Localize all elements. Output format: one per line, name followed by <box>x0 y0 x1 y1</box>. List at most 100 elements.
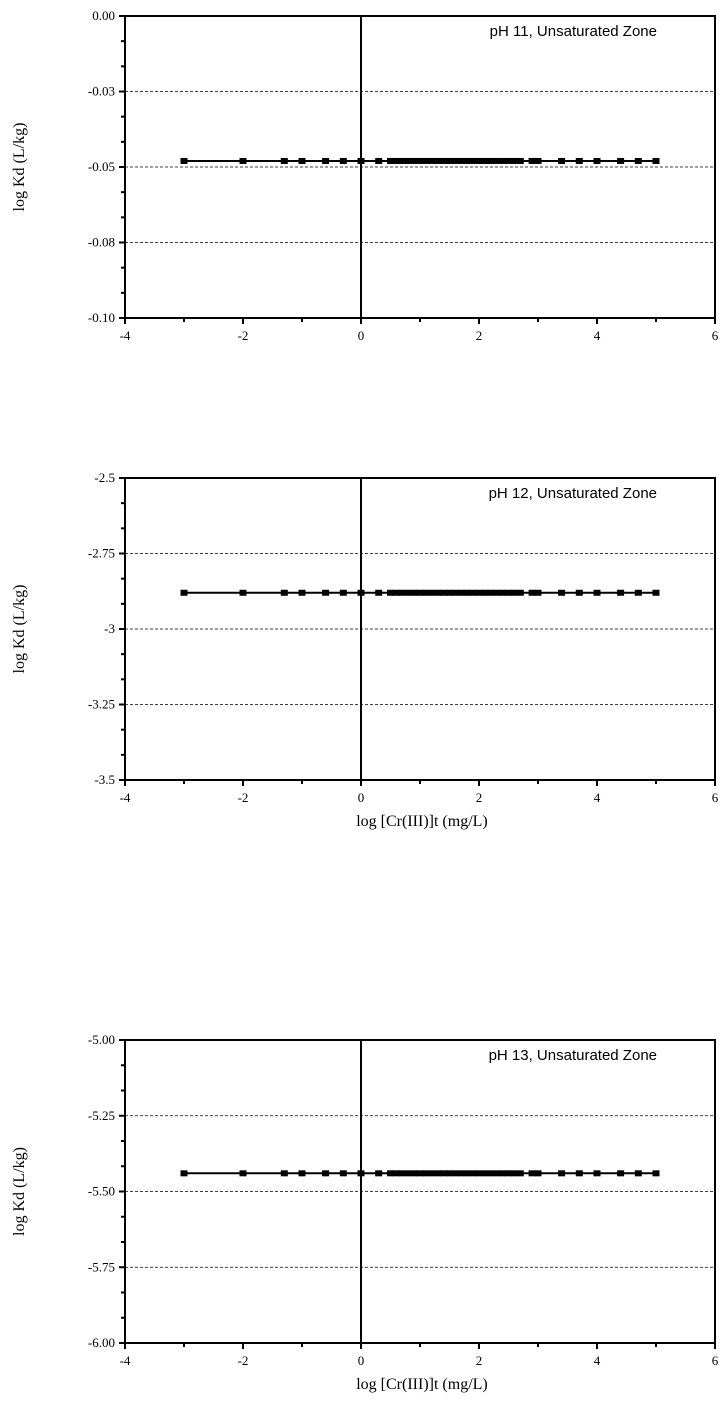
chart-annotation: pH 12, Unsaturated Zone <box>489 485 657 502</box>
chart-ph13: -5.00 -5.25 -5.50 -5.75 -6.00 -4 -2 0 2 4 6 log Kd … <box>11 1032 719 1393</box>
y-tick-label: -5.25 <box>88 1108 115 1123</box>
data-point <box>440 589 448 596</box>
chart-ph12: -2.5 -2.75 -3 -3.25 -3.5 -4 -2 0 2 4 6 log Kd (L/kg… <box>11 470 719 830</box>
x-tick-label: 4 <box>594 328 601 343</box>
x-tick-label: -4 <box>120 790 131 805</box>
data-point <box>652 589 660 596</box>
data-point <box>534 589 542 596</box>
data-point <box>398 1170 406 1177</box>
data-point <box>446 157 453 164</box>
data-point <box>634 1170 642 1177</box>
x-tick-label: 2 <box>476 328 483 343</box>
data-point <box>428 589 436 596</box>
data-point <box>392 1170 400 1177</box>
data-point <box>463 157 471 164</box>
data-point <box>280 1170 288 1177</box>
chart-ph11: 0.00 -0.03 -0.05 -0.08 -0.10 -4 -2 0 2 4 6 log Kd (… <box>11 8 719 343</box>
data-point <box>392 157 400 164</box>
data-point <box>634 589 642 596</box>
x-tick-label: 0 <box>358 328 365 343</box>
x-tick-label: -4 <box>120 328 131 343</box>
data-point <box>575 589 583 596</box>
data-point <box>180 1170 188 1177</box>
x-tick-label: 4 <box>594 1353 601 1368</box>
y-axis-label: log Kd (L/kg) <box>11 1147 28 1236</box>
data-point <box>434 157 442 164</box>
y-tick-label: -0.08 <box>88 235 115 250</box>
y-tick-label: -0.03 <box>88 84 115 99</box>
data-point <box>457 589 465 596</box>
data-point <box>510 157 518 164</box>
data-point <box>516 1170 524 1177</box>
data-point <box>558 157 566 164</box>
data-point <box>387 1170 394 1177</box>
data-point <box>451 589 459 596</box>
data-point <box>392 589 400 596</box>
data-point <box>475 1170 483 1177</box>
data-point <box>487 589 495 596</box>
data-point <box>440 1170 448 1177</box>
data-point <box>339 589 347 596</box>
y-tick-label: -0.10 <box>88 310 115 325</box>
data-point <box>510 589 518 596</box>
x-tick-label: 0 <box>358 790 365 805</box>
data-point <box>357 589 365 596</box>
data-point <box>375 1170 383 1177</box>
data-point <box>516 157 524 164</box>
data-point <box>404 157 412 164</box>
data-point <box>499 1170 507 1177</box>
data-point <box>481 1170 489 1177</box>
data-point <box>451 157 459 164</box>
data-point <box>398 157 406 164</box>
data-point <box>357 1170 365 1177</box>
data-point <box>463 589 471 596</box>
data-point <box>428 157 436 164</box>
data-point <box>505 589 512 596</box>
x-tick-label: 6 <box>712 790 719 805</box>
data-point <box>428 1170 436 1177</box>
data-point <box>558 1170 566 1177</box>
data-point <box>410 157 418 164</box>
data-point <box>469 589 477 596</box>
x-tick-label: -2 <box>238 790 249 805</box>
data-point <box>528 589 536 596</box>
data-point <box>617 157 625 164</box>
data-point <box>434 1170 442 1177</box>
data-point <box>475 157 483 164</box>
y-tick-label: -5.75 <box>88 1259 115 1274</box>
data-point <box>280 157 288 164</box>
data-point <box>180 157 188 164</box>
data-point <box>516 589 524 596</box>
data-point <box>499 157 507 164</box>
data-point <box>487 157 495 164</box>
data-point <box>505 157 512 164</box>
data-point <box>404 1170 412 1177</box>
data-point <box>416 1170 424 1177</box>
x-tick-label: 2 <box>476 1353 483 1368</box>
y-tick-label: -5.50 <box>88 1184 115 1199</box>
data-point <box>434 589 442 596</box>
data-point <box>457 1170 465 1177</box>
x-tick-label: 6 <box>712 328 719 343</box>
data-point <box>339 157 347 164</box>
data-point <box>634 157 642 164</box>
y-tick-label: -3 <box>104 621 115 636</box>
data-point <box>475 589 483 596</box>
data-point <box>180 589 188 596</box>
data-point <box>298 1170 306 1177</box>
data-point <box>280 589 288 596</box>
data-point <box>375 589 383 596</box>
x-tick-label: -4 <box>120 1353 131 1368</box>
data-point <box>528 1170 536 1177</box>
data-point <box>617 589 625 596</box>
data-point <box>239 1170 247 1177</box>
data-point <box>481 589 489 596</box>
data-point <box>422 589 430 596</box>
data-point <box>457 157 465 164</box>
data-point <box>558 589 566 596</box>
data-point <box>617 1170 625 1177</box>
data-point <box>357 157 365 164</box>
data-point <box>451 1170 459 1177</box>
data-point <box>469 1170 477 1177</box>
